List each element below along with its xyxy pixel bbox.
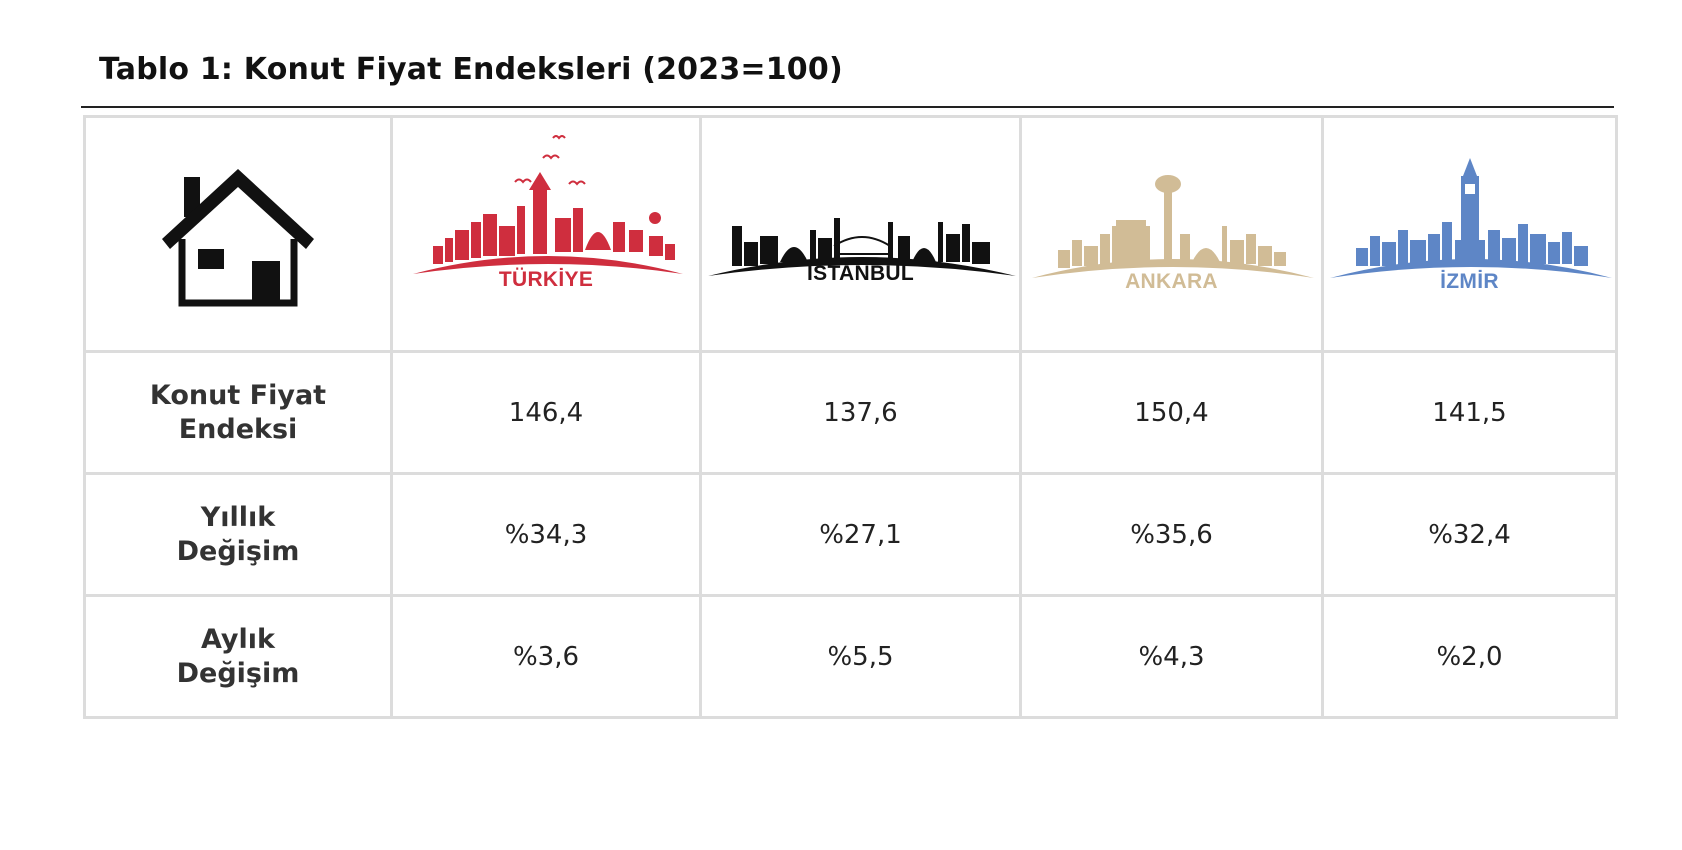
title-divider [81, 106, 1614, 108]
value-istanbul-endeks: 137,6 [699, 350, 1022, 475]
value-ankara-yillik: %35,6 [1019, 472, 1324, 597]
city-name-turkiye: TÜRKİYE [498, 268, 594, 291]
table-row: Aylık Değişim %3,6 %5,5 %4,3 %2,0 [83, 594, 1618, 719]
value-ankara-endeks: 150,4 [1019, 350, 1324, 475]
izmir-skyline-icon [1330, 158, 1612, 278]
value-turkiye-yillik: %34,3 [390, 472, 702, 597]
table-title: Tablo 1: Konut Fiyat Endeksleri (2023=10… [99, 52, 843, 87]
value-istanbul-yillik: %27,1 [699, 472, 1022, 597]
city-header-istanbul: İSTANBUL [699, 115, 1022, 353]
value-ankara-aylik: %4,3 [1019, 594, 1324, 719]
value-turkiye-endeks: 146,4 [390, 350, 702, 475]
row-label-yillik-degisim: Yıllık Değişim [83, 472, 393, 597]
header-icon-cell [83, 115, 393, 353]
city-header-izmir: İZMİR [1321, 115, 1618, 353]
value-turkiye-aylik: %3,6 [390, 594, 702, 719]
table-row: Yıllık Değişim %34,3 %27,1 %35,6 %32,4 [83, 472, 1618, 597]
value-izmir-yillik: %32,4 [1321, 472, 1618, 597]
table-row: Konut Fiyat Endeksi 146,4 137,6 150,4 14… [83, 350, 1618, 475]
value-izmir-aylik: %2,0 [1321, 594, 1618, 719]
city-header-ankara: ANKARA [1019, 115, 1324, 353]
city-name-istanbul: İSTANBUL [807, 262, 914, 285]
value-izmir-endeks: 141,5 [1321, 350, 1618, 475]
turkiye-skyline-icon [413, 135, 683, 274]
value-istanbul-aylik: %5,5 [699, 594, 1022, 719]
row-label-aylik-degisim: Aylık Değişim [83, 594, 393, 719]
row-label-konut-fiyat-endeksi: Konut Fiyat Endeksi [83, 350, 393, 475]
city-header-turkiye: TÜRKİYE [390, 115, 702, 353]
city-name-izmir: İZMİR [1440, 270, 1499, 293]
city-name-ankara: ANKARA [1125, 270, 1218, 293]
house-price-index-table: TÜRKİYE [83, 115, 1618, 719]
house-icon [158, 169, 318, 311]
header-row: TÜRKİYE [83, 115, 1618, 353]
ankara-skyline-icon [1032, 175, 1314, 278]
istanbul-skyline-icon [708, 218, 1016, 276]
